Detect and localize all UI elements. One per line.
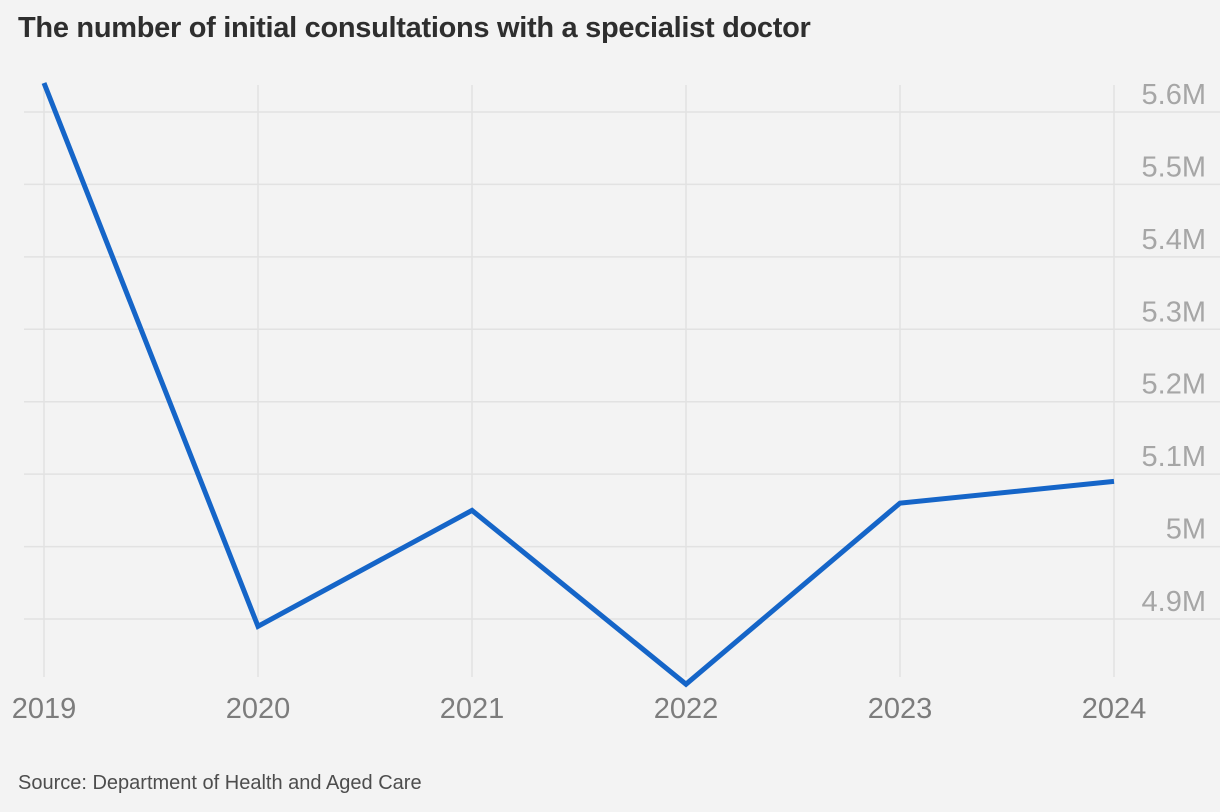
chart-title: The number of initial consultations with… <box>18 12 811 44</box>
y-axis-tick-label: 5.4M <box>1142 224 1206 256</box>
x-axis-tick-label: 2020 <box>226 693 291 725</box>
x-axis-tick-label: 2021 <box>440 693 505 725</box>
source-note: Source: Department of Health and Aged Ca… <box>18 772 422 794</box>
x-axis-tick-label: 2023 <box>868 693 933 725</box>
y-axis-tick-label: 4.9M <box>1142 586 1206 618</box>
x-axis-tick-label: 2019 <box>12 693 77 725</box>
y-axis-tick-label: 5.5M <box>1142 151 1206 183</box>
y-axis-tick-label: 5M <box>1166 514 1206 546</box>
consultations-series-line <box>41 82 1115 688</box>
y-axis-tick-label: 5.3M <box>1142 296 1206 328</box>
y-axis-tick-label: 5.6M <box>1142 79 1206 111</box>
y-axis-tick-label: 5.1M <box>1142 441 1206 473</box>
x-axis-tick-label: 2024 <box>1082 693 1147 725</box>
x-axis-tick-label: 2022 <box>654 693 719 725</box>
y-axis-tick-label: 5.2M <box>1142 369 1206 401</box>
